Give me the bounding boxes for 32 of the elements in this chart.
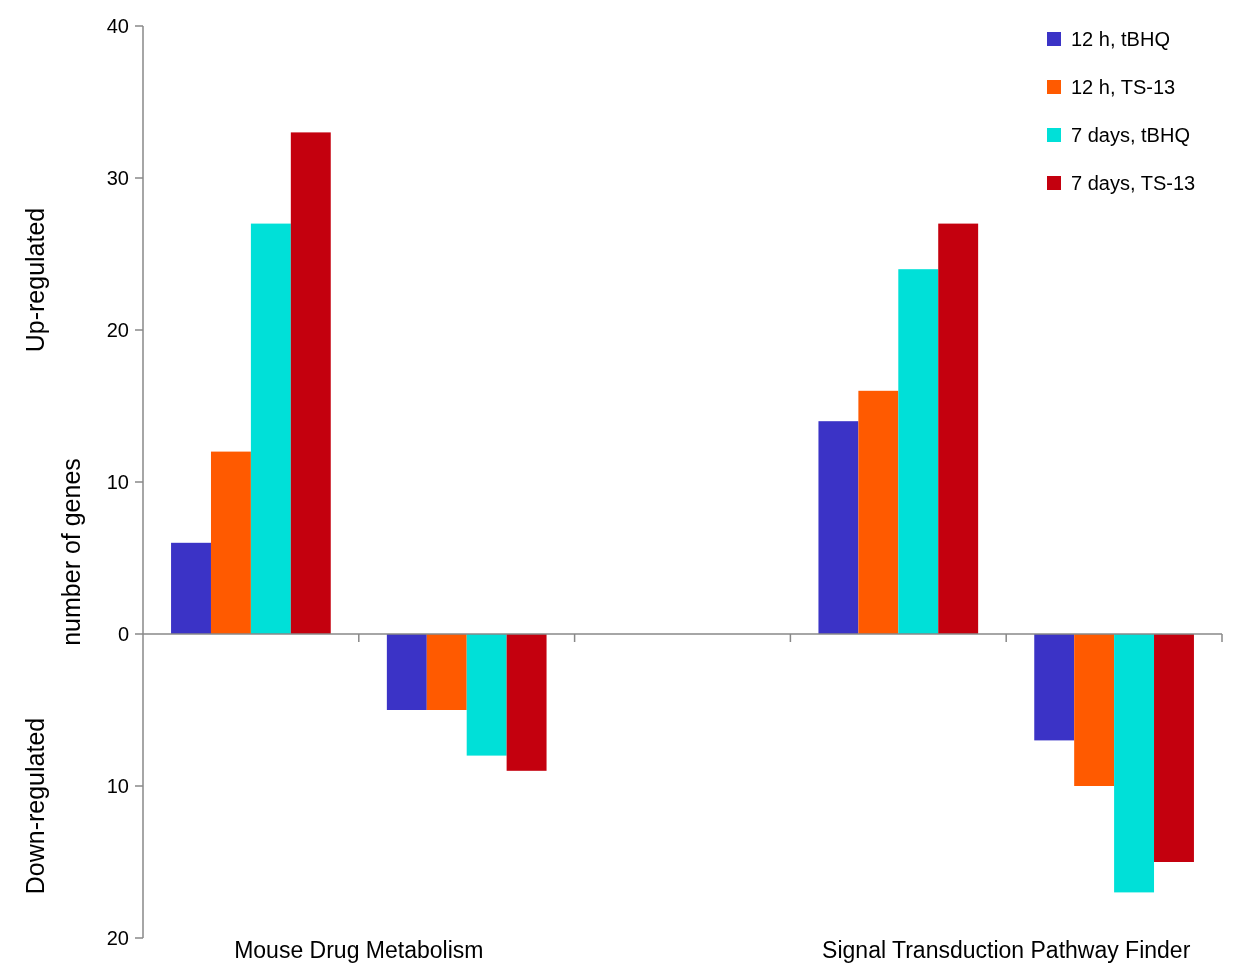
bar	[858, 390, 899, 634]
bar	[898, 269, 939, 634]
bar	[386, 634, 427, 710]
bar	[1154, 634, 1194, 862]
bar	[938, 223, 979, 634]
y-tick-label: 30	[106, 167, 129, 189]
y-tick-label: 10	[106, 471, 129, 493]
y-tick-label: 20	[106, 319, 129, 341]
bar	[1034, 634, 1075, 741]
annotation: Mouse Drug Metabolism	[234, 937, 484, 963]
text: Down-regulated	[21, 717, 49, 895]
bar	[818, 421, 859, 634]
legend-label: 7 days, TS-13	[1071, 172, 1196, 194]
legend-label: 12 h, tBHQ	[1071, 28, 1170, 50]
bar	[466, 634, 507, 756]
y-axis-title: number of genes	[57, 458, 85, 646]
bar	[210, 451, 251, 634]
y-tick-label: 0	[117, 623, 129, 645]
annotation: Signal Transduction Pathway Finder	[822, 937, 1191, 963]
bar	[426, 634, 467, 710]
bar	[1074, 634, 1115, 786]
bar	[290, 132, 331, 634]
text: Up-regulated	[21, 207, 49, 353]
y-tick-label: 10	[106, 775, 129, 797]
y-tick-label: 40	[106, 15, 129, 37]
bar	[506, 634, 547, 771]
legend-label: 7 days, tBHQ	[1071, 124, 1190, 146]
bar	[250, 223, 291, 634]
bar	[171, 542, 211, 634]
bar	[1114, 634, 1155, 893]
legend-label: 12 h, TS-13	[1071, 76, 1176, 98]
y-tick-label: 20	[106, 927, 129, 949]
